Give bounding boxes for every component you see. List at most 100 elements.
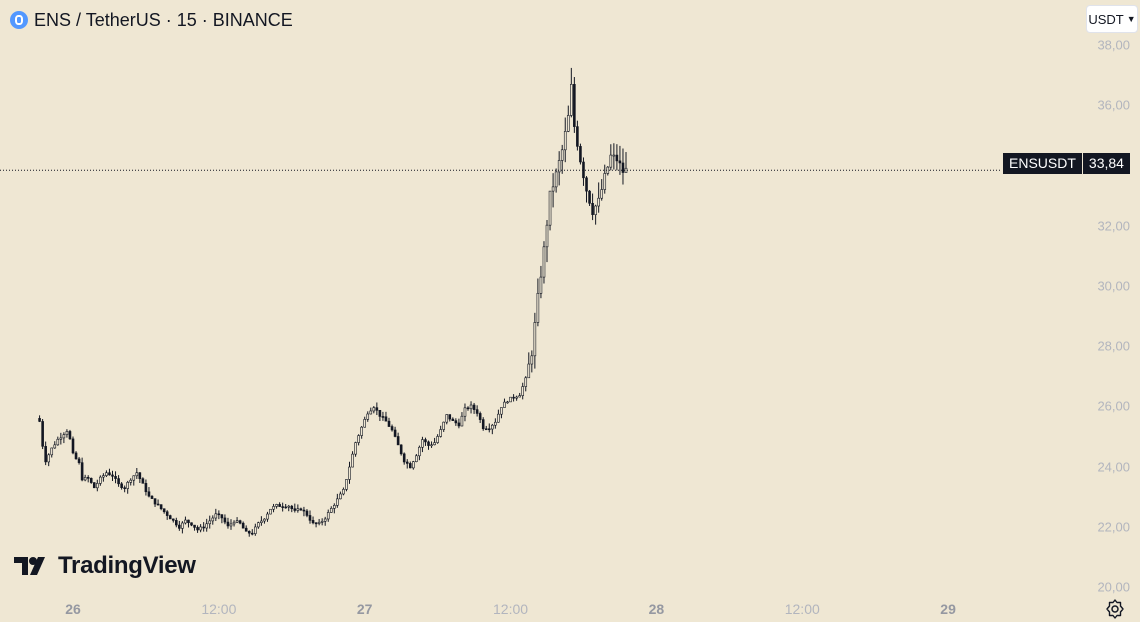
candle-body [71,438,75,454]
candle-body [92,482,96,489]
candle-body [390,426,394,431]
candle-body [202,526,205,529]
price-axis-tick: 36,00 [1097,97,1130,113]
candle-body [175,520,178,526]
candle-body [412,461,415,469]
candle-body [354,442,357,455]
candle-body [99,476,102,484]
candle-body [442,421,446,430]
candle-body [509,396,512,403]
candle-body [469,404,473,410]
candle-body [615,154,619,162]
chart-title: ENS / TetherUS · 15 · BINANCE [34,9,293,30]
candle-body [74,452,78,460]
candle-body [132,475,136,481]
candle-body [229,523,233,527]
candle-body [393,429,397,437]
price-axis-tick: 38,00 [1097,37,1130,53]
candle-body [554,171,558,188]
candle-body [114,476,117,479]
price-tag-value: 33,84 [1081,153,1130,174]
candle-body [269,508,272,515]
candle-body [290,505,294,510]
candle-body [135,472,139,477]
candle-body [226,521,230,527]
candle-body [560,149,564,161]
candle-body [150,495,154,499]
candle-body [539,276,543,294]
candle-body [439,429,442,437]
candle-body [624,167,628,173]
candle-body [618,160,622,164]
candle-body [563,131,567,151]
candle-body [241,522,245,529]
candle-body [518,395,521,398]
price-axis-tick: 24,00 [1097,459,1130,475]
candle-body [512,396,515,399]
time-axis-tick: 29 [940,601,956,617]
candle-body [433,442,436,446]
time-axis-tick: 26 [65,601,81,617]
candle-body [536,292,540,323]
candle-body [323,518,327,522]
candle-series [38,67,628,537]
candle-body [472,404,476,410]
candle-body [147,491,151,497]
candle-body [366,413,370,420]
candle-body [190,522,193,526]
candle-body [360,426,363,436]
candle-body [235,520,239,523]
price-axis-tick: 20,00 [1097,579,1130,595]
candle-body [530,355,534,365]
candle-body [612,154,616,157]
candle-body [551,186,555,192]
candle-body [89,477,93,483]
candle-body [108,472,111,476]
candle-body [80,462,84,481]
candle-body [609,154,613,168]
chevron-down-icon: ▼ [1126,14,1136,24]
candle-body [363,419,367,428]
candle-body [244,527,248,532]
chart-header: ENS / TetherUS · 15 · BINANCE [10,8,293,32]
settings-gear-icon[interactable] [1104,598,1126,620]
candle-body [260,520,263,523]
candle-body [497,413,500,423]
candle-body [296,508,300,511]
candle-body [521,386,525,396]
candle-body [86,477,90,479]
candle-body [339,493,342,500]
currency-selector[interactable]: USDT ▼ [1086,5,1138,33]
candle-body [178,524,181,529]
candle-body [427,441,430,446]
candle-body [308,515,312,521]
candle-body [348,466,351,480]
candle-body [199,526,202,531]
candle-body [254,526,257,534]
tradingview-logo-icon [14,557,45,575]
candle-body [557,160,561,173]
candle-body [171,518,175,521]
candle-body [238,520,242,524]
candle-body [329,508,333,513]
candle-body [570,84,573,116]
candle-body [123,487,126,489]
candle-body [342,489,345,495]
candle-body [159,504,163,510]
candle-body [357,435,360,443]
candle-body [181,522,184,529]
candle-body [481,419,485,430]
currency-label: USDT [1088,11,1124,27]
candle-body [457,422,461,427]
candle-body [424,439,427,443]
candle-body [387,420,391,427]
candle-body [168,515,172,520]
time-axis-tick: 27 [356,601,373,617]
candle-body [105,472,108,476]
candle-body [83,477,87,481]
candle-body [250,532,254,535]
candle-body [272,506,275,510]
candle-body [129,479,133,483]
candle-body [369,410,373,415]
